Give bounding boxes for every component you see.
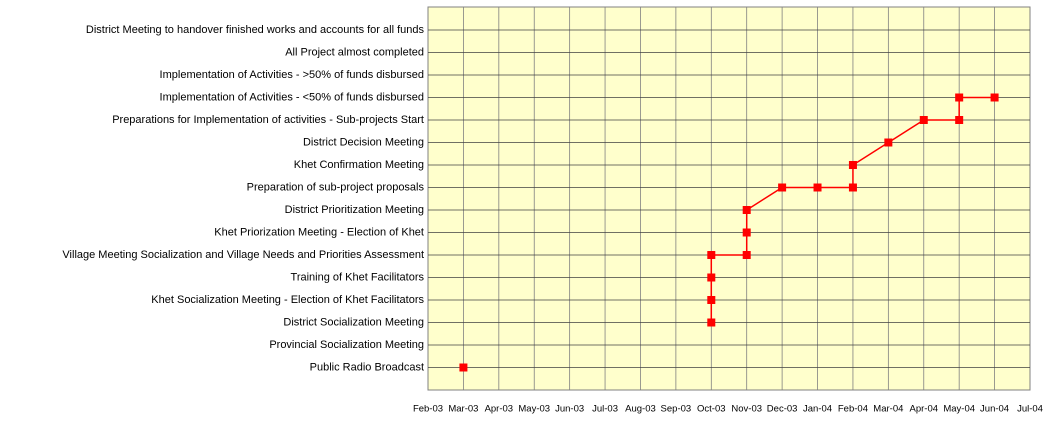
data-point — [813, 183, 822, 192]
data-point — [990, 93, 999, 102]
y-tick-label: Preparation of sub-project proposals — [247, 181, 425, 193]
data-point — [459, 363, 468, 372]
x-tick-label: Sep-03 — [661, 404, 692, 415]
x-tick-label: Nov-03 — [731, 404, 762, 415]
y-tick-label: Preparations for Implementation of activ… — [112, 114, 424, 126]
x-tick-label: Oct-03 — [697, 404, 726, 415]
y-tick-label: All Project almost completed — [285, 46, 424, 58]
y-tick-label: Training of Khet Facilitators — [291, 271, 425, 283]
data-point — [955, 93, 964, 102]
series-line — [710, 96, 995, 323]
x-tick-label: Aug-03 — [625, 404, 656, 415]
y-tick-label: Khet Socialization Meeting - Election of… — [151, 294, 424, 306]
y-tick-label: District Meeting to handover finished wo… — [86, 24, 425, 36]
x-tick-label: Jan-04 — [803, 404, 832, 415]
y-tick-label: Khet Priorization Meeting - Election of … — [214, 226, 424, 238]
data-point — [955, 116, 964, 124]
x-tick-label: May-04 — [943, 404, 975, 415]
x-tick-label: Feb-03 — [413, 404, 443, 415]
data-point — [919, 116, 928, 124]
y-tick-label: Implementation of Activities - <50% of f… — [160, 91, 424, 103]
x-tick-label: May-03 — [518, 404, 550, 415]
y-tick-label: Implementation of Activities - >50% of f… — [160, 69, 424, 81]
x-tick-label: Jun-04 — [980, 404, 1009, 415]
data-point — [707, 273, 716, 282]
y-tick-label: District Socialization Meeting — [283, 316, 424, 328]
x-tick-label: Mar-03 — [448, 404, 478, 415]
y-tick-label: Khet Confirmation Meeting — [294, 159, 424, 171]
data-point — [707, 318, 716, 327]
x-tick-label: Mar-04 — [873, 404, 903, 415]
x-tick-label: Jun-03 — [555, 404, 584, 415]
y-tick-label: Provincial Socialization Meeting — [269, 339, 424, 351]
data-point — [778, 183, 787, 192]
data-point — [848, 161, 857, 169]
x-tick-label: Jul-04 — [1017, 404, 1043, 415]
x-tick-label: Apr-03 — [485, 404, 514, 415]
y-tick-label: Public Radio Broadcast — [310, 361, 424, 373]
x-tick-label: Apr-04 — [910, 404, 939, 415]
data-point — [707, 251, 716, 259]
y-tick-label: Village Meeting Socialization and Villag… — [62, 249, 424, 261]
data-point — [742, 228, 751, 237]
y-tick-label: District Decision Meeting — [303, 136, 424, 148]
data-point — [742, 251, 751, 259]
x-tick-label: Jul-03 — [592, 404, 618, 415]
data-point — [742, 206, 751, 214]
data-point — [707, 296, 716, 304]
plot-area — [427, 6, 1031, 391]
y-tick-label: District Prioritization Meeting — [285, 204, 424, 216]
data-point — [848, 183, 857, 192]
x-tick-label: Dec-03 — [767, 404, 798, 415]
data-point — [884, 138, 893, 147]
x-tick-label: Feb-04 — [838, 404, 868, 415]
